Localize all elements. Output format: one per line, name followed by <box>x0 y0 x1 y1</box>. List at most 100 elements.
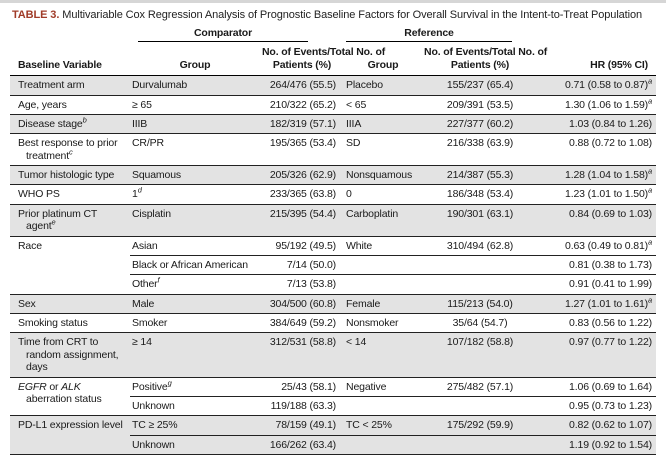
comparator-group-cell: Squamous <box>130 165 260 185</box>
baseline-variable-cell: Smoking status <box>10 313 130 333</box>
footnote-marker: a <box>647 237 653 247</box>
reference-events-cell: 227/377 (60.2) <box>422 113 539 134</box>
comparator-events-cell: 78/159 (49.1) <box>260 415 345 436</box>
col-header-reference-events: No. of Events/Total No. of Patients (%) <box>422 45 547 77</box>
reference-events-cell: 209/391 (53.5) <box>422 94 539 115</box>
baseline-variable-label: Best response to prior treatmentc <box>18 137 118 162</box>
reference-group-cell: Female <box>344 293 423 314</box>
reference-group-cell: Carboplatin <box>344 203 423 237</box>
hazard-ratio-cell: 1.23 (1.01 to 1.50)a <box>538 184 657 205</box>
reference-group-cell: SD <box>344 133 423 166</box>
reference-group-cell: IIIA <box>344 113 423 134</box>
comparator-group-cell: Unknown <box>130 434 260 455</box>
baseline-variable-label: Prior platinum CT agente <box>18 207 97 233</box>
table-row: Race Asian 95/192 (49.5) White 310/494 (62.8… <box>10 235 657 295</box>
footnote-marker: a <box>647 295 653 305</box>
cox-regression-table: Comparator Reference Baseline Variable G… <box>10 26 657 455</box>
table-row: Black or African American 7/14 (50.0) 0.81… <box>10 254 657 275</box>
table-title: Multivariable Cox Regression Analysis of… <box>62 9 643 21</box>
comparator-group-cell: IIIB <box>130 113 260 134</box>
reference-group-cell: TC < 25% <box>344 415 423 436</box>
table-caption: TABLE 3. Multivariable Cox Regression Ana… <box>12 9 652 21</box>
reference-spanner-label: Reference <box>346 27 513 42</box>
comparator-group-cell: Durvalumab <box>130 75 260 96</box>
reference-group-cell: Negative <box>344 376 423 397</box>
comparator-group-cell: Smoker <box>130 313 260 333</box>
footnote-marker: g <box>167 378 172 388</box>
comparator-events-cell: 7/13 (53.8) <box>260 274 345 295</box>
gene-name: EGFR <box>18 380 47 393</box>
baseline-variable-label: Sex <box>18 297 36 310</box>
hazard-ratio-cell: 0.83 (0.56 to 1.22) <box>538 313 657 333</box>
reference-group-cell: Placebo <box>344 75 423 96</box>
reference-events-cell: 216/338 (63.9) <box>422 133 539 166</box>
reference-events-cell: 35/64 (54.7) <box>422 313 539 333</box>
hazard-ratio-cell: 0.84 (0.69 to 1.03) <box>538 203 657 237</box>
comparator-events-cell: 119/188 (63.3) <box>260 395 345 416</box>
baseline-variable-label: Tumor histologic type <box>18 169 115 182</box>
reference-events-cell: 115/213 (54.0) <box>422 293 539 314</box>
reference-group-cell <box>344 395 423 416</box>
hazard-ratio-cell: 1.30 (1.06 to 1.59)a <box>538 94 657 115</box>
reference-events-cell: 310/494 (62.8) <box>422 235 539 256</box>
comparator-group-cell: Positiveg <box>130 376 260 397</box>
footnote-marker: a <box>647 76 653 86</box>
hazard-ratio-cell: 0.63 (0.49 to 0.81)a <box>538 235 657 256</box>
baseline-variable-cell: Best response to prior treatmentc <box>10 133 130 166</box>
gene-name: ALK <box>61 380 81 393</box>
hazard-ratio-cell: 0.97 (0.77 to 1.22) <box>538 332 657 378</box>
table-header: Comparator Reference Baseline Variable G… <box>10 26 657 77</box>
footnote-marker: f <box>157 275 160 285</box>
baseline-variable-cell: Race <box>10 235 130 295</box>
comparator-events-cell: 95/192 (49.5) <box>260 235 345 256</box>
events-header-line1: No. of Events/Total No. of <box>424 46 548 58</box>
reference-group-cell: Nonsmoker <box>344 313 423 333</box>
comparator-events-cell: 195/365 (53.4) <box>260 133 345 166</box>
baseline-variable-label: PD-L1 expression level <box>18 419 123 432</box>
reference-events-cell <box>422 434 539 455</box>
reference-events-cell <box>422 395 539 416</box>
footnote-marker: a <box>647 166 653 176</box>
spanner-spacer <box>538 26 656 45</box>
hazard-ratio-cell: 0.95 (0.73 to 1.23) <box>538 395 657 416</box>
baseline-variable-cell: PD-L1 expression level <box>10 415 130 455</box>
table-label: TABLE 3. <box>12 9 60 21</box>
comparator-events-cell: 215/395 (54.4) <box>260 203 345 237</box>
variable-text: aberration status <box>26 392 102 405</box>
baseline-variable-cell: Tumor histologic type <box>10 165 130 185</box>
comparator-events-cell: 264/476 (55.5) <box>260 75 345 96</box>
comparator-group-cell: Male <box>130 293 260 314</box>
reference-spanner: Reference <box>344 26 538 45</box>
footnote-marker: e <box>51 217 56 227</box>
baseline-variable-label: WHO PS <box>18 188 60 201</box>
table-row: Smoking status Smoker 384/649 (59.2) Nonsmo… <box>10 313 657 333</box>
col-header-baseline-variable: Baseline Variable <box>10 45 130 77</box>
comparator-events-cell: 25/43 (58.1) <box>260 376 345 397</box>
hazard-ratio-cell: 1.28 (1.04 to 1.58)a <box>538 165 657 185</box>
events-header-line1: No. of Events/Total No. of <box>262 46 386 58</box>
baseline-variable-cell: Prior platinum CT agente <box>10 203 130 237</box>
table-row: EGFR or ALK aberration status Positiveg 25… <box>10 376 657 416</box>
spanner-spacer <box>10 26 130 45</box>
col-header-reference-group: Group <box>344 45 423 77</box>
reference-group-cell: Nonsquamous <box>344 165 423 185</box>
hazard-ratio-cell: 1.19 (0.92 to 1.54) <box>538 434 657 455</box>
reference-events-cell <box>422 274 539 295</box>
table-row: Tumor histologic type Squamous 205/326 (62… <box>10 165 657 185</box>
baseline-variable-cell: Sex <box>10 293 130 314</box>
col-header-comparator-events: No. of Events/Total No. of Patients (%) <box>260 45 385 77</box>
reference-events-cell <box>422 254 539 275</box>
footnote-marker: c <box>69 147 73 157</box>
reference-events-cell: 155/237 (65.4) <box>422 75 539 96</box>
baseline-variable-label: Race <box>18 239 42 252</box>
reference-events-cell: 175/292 (59.9) <box>422 415 539 436</box>
comparator-events-cell: 233/365 (63.8) <box>260 184 345 205</box>
comparator-group-cell: Black or African American <box>130 254 260 275</box>
table-row: Time from CRT to random assignment, days… <box>10 332 657 378</box>
baseline-variable-cell: Age, years <box>10 94 130 115</box>
baseline-variable-cell: WHO PS <box>10 184 130 205</box>
hazard-ratio-cell: 1.03 (0.84 to 1.26) <box>538 113 657 134</box>
reference-events-cell: 214/387 (55.3) <box>422 165 539 185</box>
table-body: Treatment arm Durvalumab 264/476 (55.5) Pla… <box>10 75 657 455</box>
comparator-events-cell: 384/649 (59.2) <box>260 313 345 333</box>
